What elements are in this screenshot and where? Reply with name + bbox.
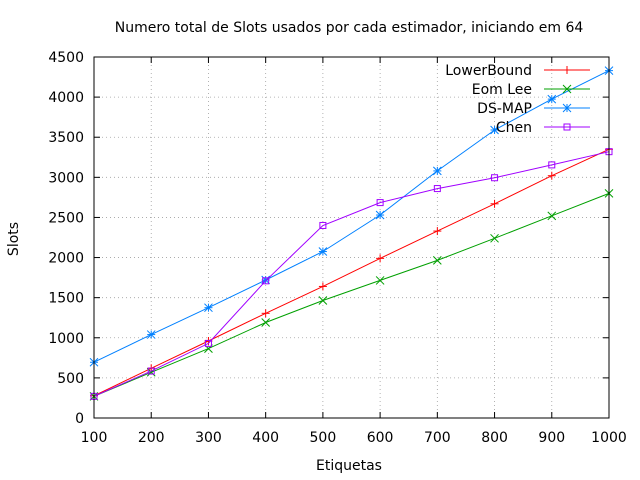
grid <box>94 57 609 418</box>
data-point-chen <box>376 199 384 207</box>
x-tick-label: 400 <box>252 430 279 446</box>
x-tick-label: 300 <box>195 430 222 446</box>
data-point-chen <box>204 339 212 347</box>
axis-ticks: 0 500 1000 1500 2000 2500 3000 3500 4000 4500 100 2… <box>48 50 626 446</box>
data-point-ds-map <box>547 94 557 104</box>
y-tick-label: 500 <box>57 371 84 387</box>
y-tick-label: 2500 <box>48 210 84 226</box>
legend-marker-ds-map <box>562 103 572 113</box>
y-tick-label: 1500 <box>48 291 84 307</box>
y-tick-label: 1000 <box>48 331 84 347</box>
x-axis-title: Etiquetas <box>316 458 382 474</box>
x-tick-label: 1000 <box>591 430 627 446</box>
data-point-eom-lee <box>547 211 557 221</box>
legend-label-eom-lee: Eom Lee <box>472 82 532 98</box>
data-point-chen <box>319 221 327 229</box>
data-point-ds-map <box>318 247 328 256</box>
data-point-eom-lee <box>490 233 499 243</box>
data-point-ds-map <box>204 303 213 313</box>
x-tick-label: 200 <box>138 430 165 446</box>
data-point-chen <box>147 367 155 375</box>
data-point-eom-lee <box>432 256 442 265</box>
data-point-chen <box>433 185 441 193</box>
data-point-lowerbound <box>547 171 556 180</box>
legend: LowerBound Eom Lee DS-MAP Chen <box>445 63 590 136</box>
legend-label-ds-map: DS-MAP <box>477 101 532 117</box>
legend-marker-chen <box>563 123 571 131</box>
data-point-lowerbound <box>490 199 499 208</box>
data-point-ds-map <box>375 210 385 220</box>
y-tick-label: 4500 <box>48 50 84 66</box>
y-tick-label: 4000 <box>48 90 84 106</box>
legend-marker-eom-lee <box>562 84 572 94</box>
series-layer <box>89 66 614 401</box>
data-point-eom-lee <box>261 318 271 327</box>
x-tick-label: 900 <box>538 430 565 446</box>
data-point-eom-lee <box>318 296 328 305</box>
data-point-lowerbound <box>376 254 385 263</box>
data-point-ds-map <box>146 330 156 339</box>
data-point-chen <box>548 161 556 169</box>
chart-title: Numero total de Slots usados por cada es… <box>115 20 584 36</box>
data-point-ds-map <box>432 166 442 176</box>
x-tick-label: 100 <box>81 430 108 446</box>
legend-marker-lowerbound <box>563 66 571 74</box>
data-point-chen <box>491 174 499 182</box>
x-tick-label: 700 <box>424 430 451 446</box>
series-line-ds-map <box>93 70 610 363</box>
plot-frame <box>93 56 610 419</box>
series-line-chen <box>93 151 610 397</box>
data-point-lowerbound <box>433 227 442 236</box>
data-point-eom-lee <box>375 276 385 285</box>
plot-border <box>93 56 610 419</box>
x-tick-label: 800 <box>481 430 508 446</box>
y-axis-title: Slots <box>6 222 22 256</box>
y-tick-label: 3000 <box>48 170 84 186</box>
series-line-lowerbound <box>93 148 610 397</box>
y-tick-label: 0 <box>75 411 84 427</box>
data-point-lowerbound <box>261 309 270 318</box>
x-tick-label: 500 <box>310 430 337 446</box>
y-tick-label: 2000 <box>48 251 84 267</box>
x-tick-label: 600 <box>367 430 394 446</box>
data-point-lowerbound <box>318 282 327 291</box>
series-line-eom-lee <box>93 192 610 397</box>
y-tick-label: 3500 <box>48 130 84 146</box>
data-point-chen <box>262 277 270 285</box>
data-point-ds-map <box>490 125 499 135</box>
legend-label-chen: Chen <box>496 120 532 136</box>
legend-label-lowerbound: LowerBound <box>445 63 532 79</box>
